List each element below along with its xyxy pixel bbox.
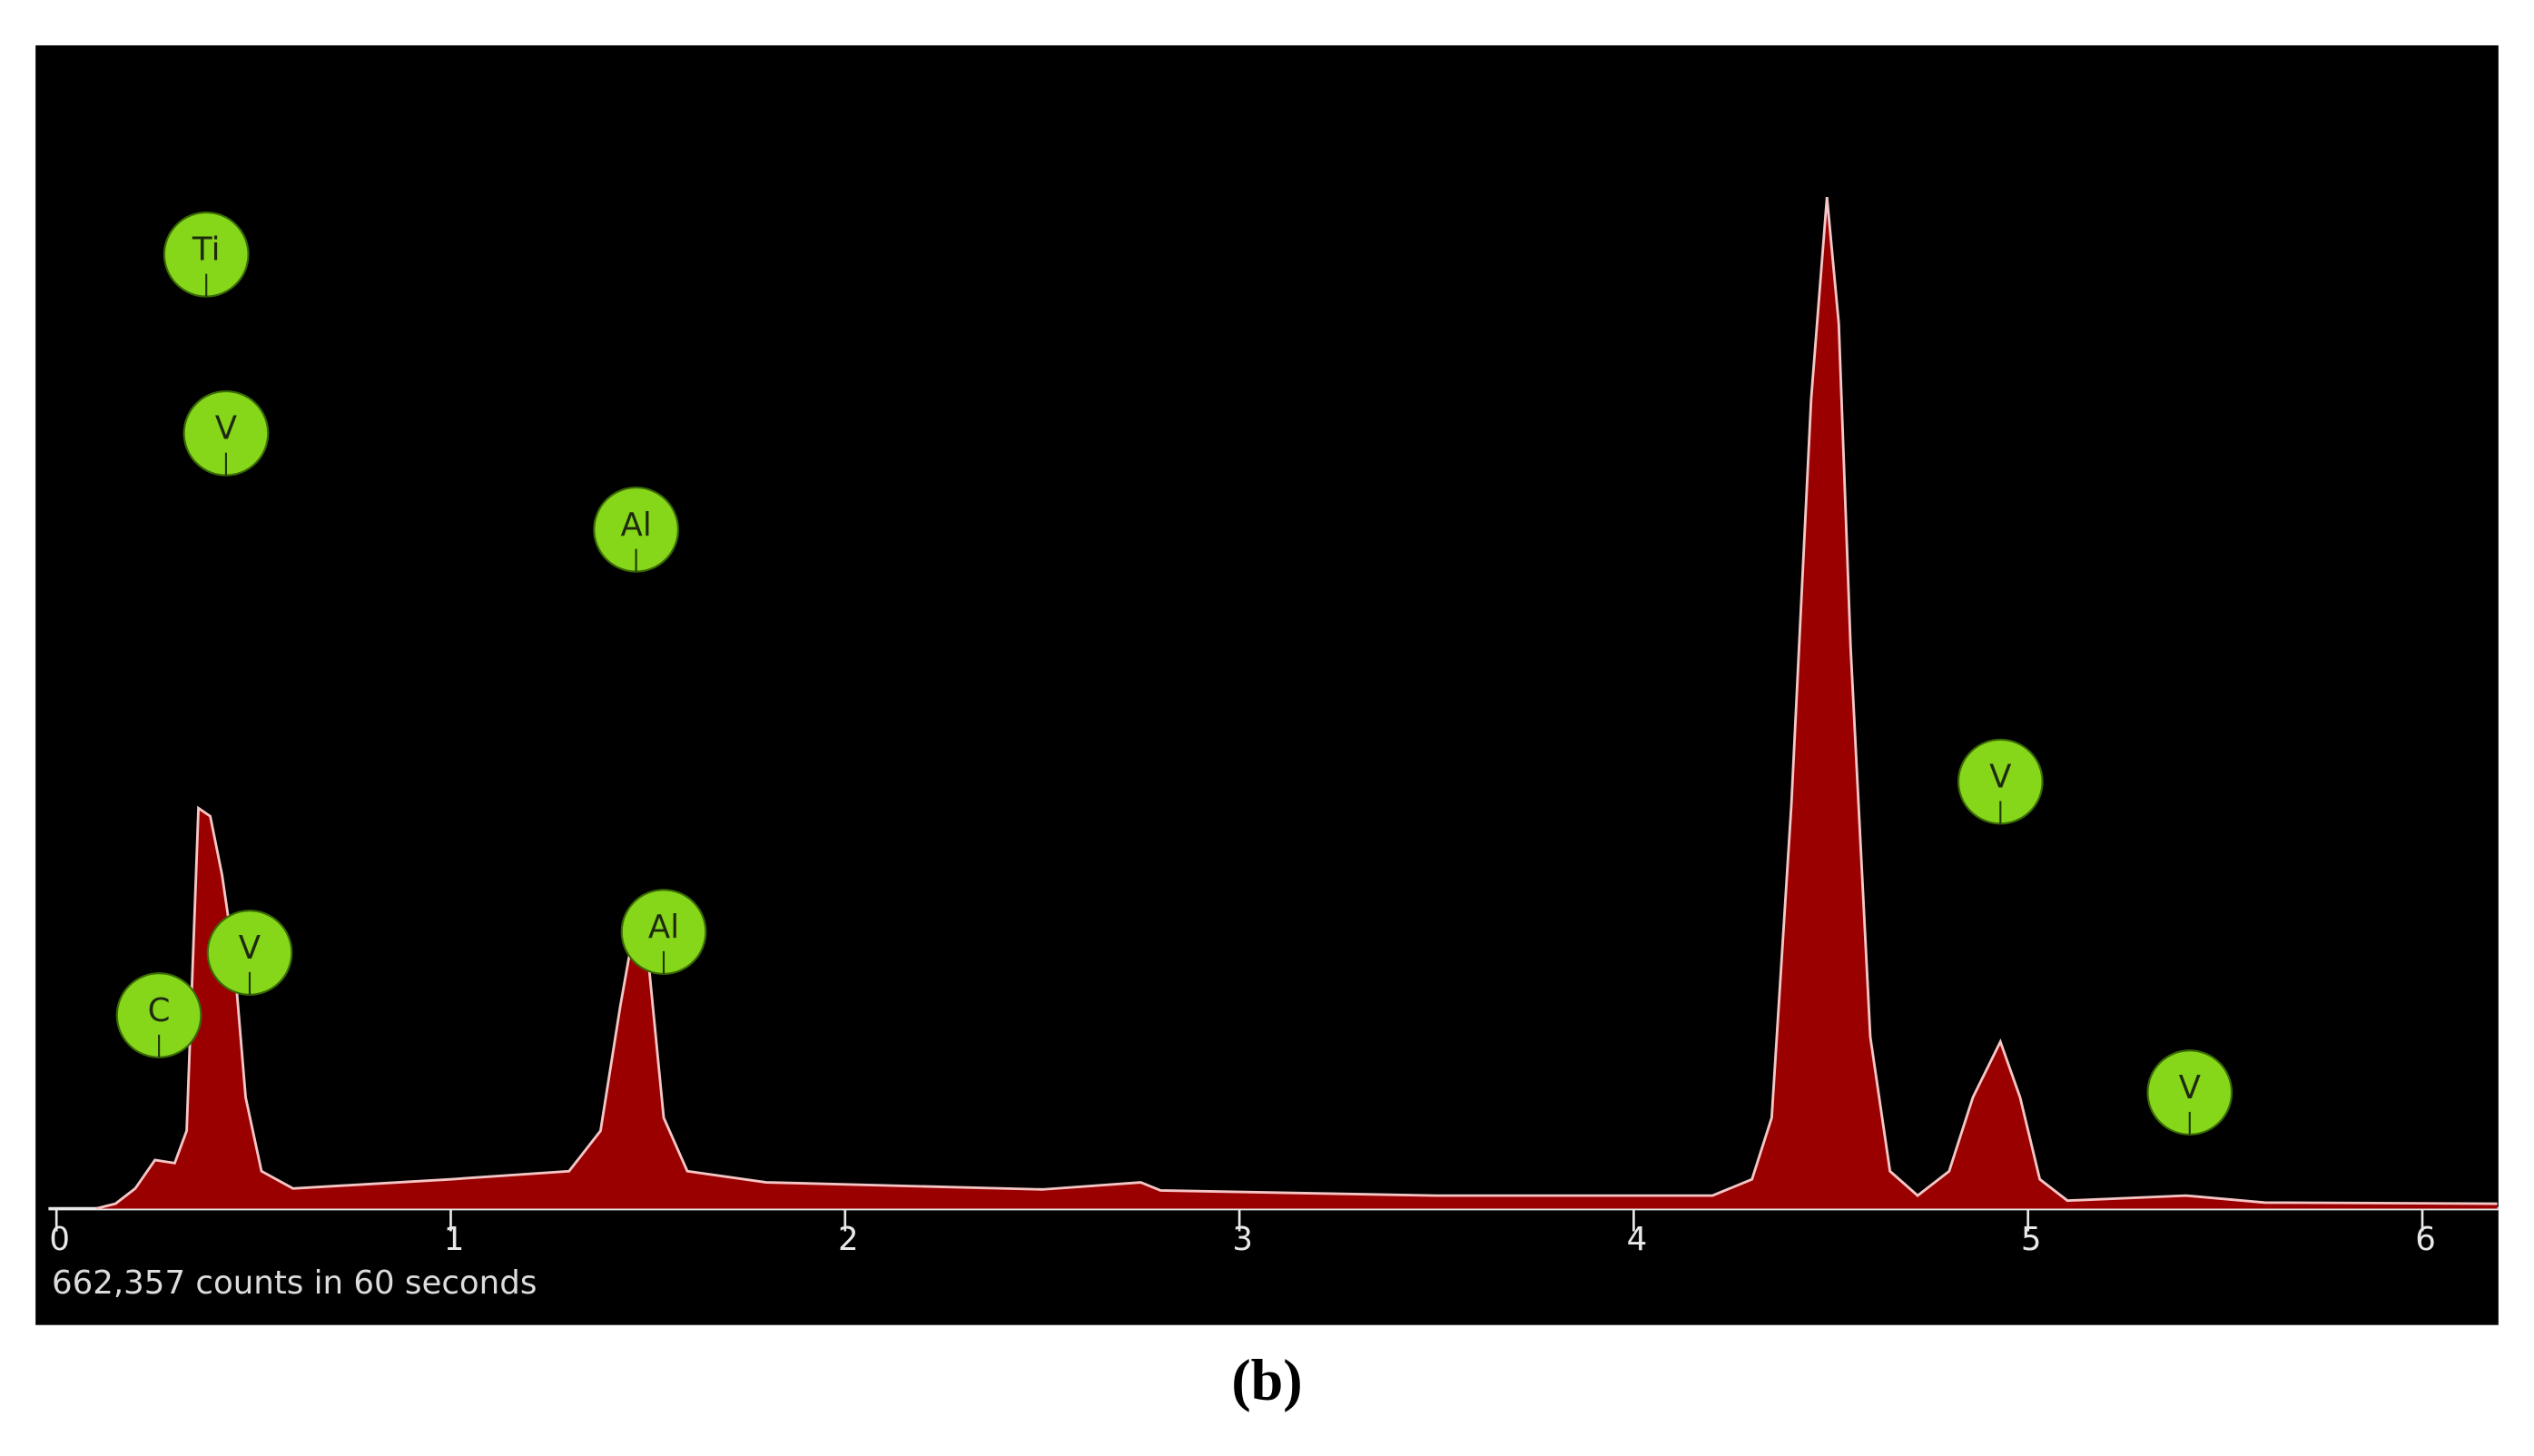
element-label: Al xyxy=(620,507,651,544)
element-label: V xyxy=(1989,759,2012,796)
element-label: V xyxy=(215,410,238,448)
x-tick-label: 0 xyxy=(49,1221,70,1258)
element-label: Ti xyxy=(192,231,221,269)
caption: (b) xyxy=(1231,1348,1302,1412)
x-tick-label: 6 xyxy=(2415,1221,2436,1258)
element-label: V xyxy=(2179,1069,2202,1107)
element-label: Al xyxy=(648,909,679,946)
x-tick-label: 3 xyxy=(1232,1221,1253,1258)
x-tick-label: 1 xyxy=(444,1221,465,1258)
x-tick-label: 4 xyxy=(1627,1221,1648,1258)
counts-text: 662,357 counts in 60 seconds xyxy=(52,1264,537,1302)
x-tick-label: 2 xyxy=(838,1221,859,1258)
element-label: V xyxy=(239,930,261,967)
element-label: C xyxy=(148,992,171,1029)
x-tick-label: 5 xyxy=(2021,1221,2042,1258)
spectrum-line xyxy=(95,196,2498,1210)
plot-background xyxy=(35,44,2499,1325)
